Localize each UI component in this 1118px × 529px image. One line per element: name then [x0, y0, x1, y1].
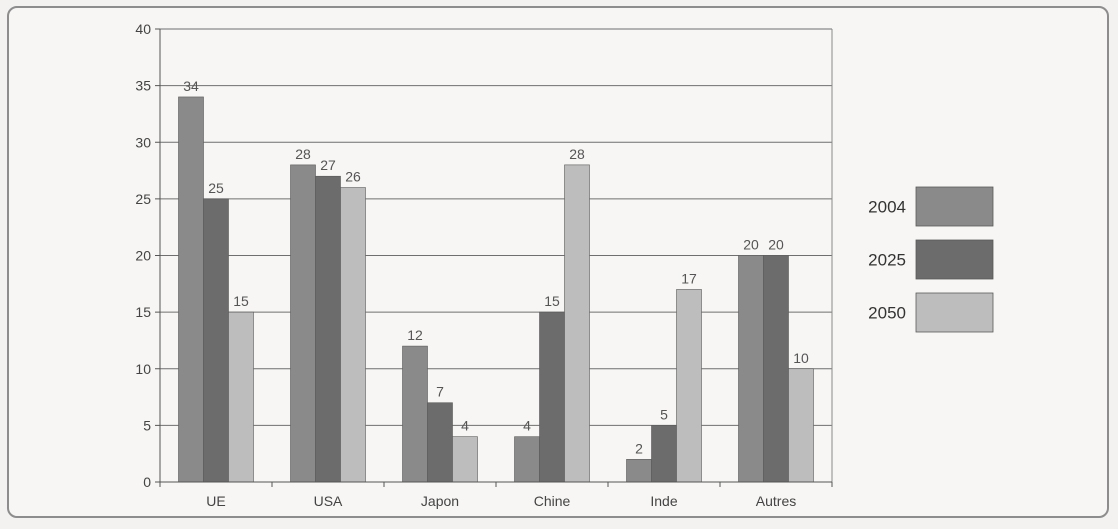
bar-japon-2050 — [453, 437, 478, 482]
x-tick-label: Japon — [421, 493, 459, 509]
legend-swatch-2025 — [916, 240, 993, 279]
y-tick-label: 20 — [135, 248, 151, 264]
x-tick-label: Inde — [650, 493, 677, 509]
data-label: 28 — [295, 146, 311, 162]
bar-ue-2004 — [179, 97, 204, 482]
y-tick-label: 10 — [135, 361, 151, 377]
data-label: 25 — [208, 180, 224, 196]
bar-ue-2050 — [229, 312, 254, 482]
x-tick-label: Autres — [756, 493, 796, 509]
y-tick-label: 15 — [135, 304, 151, 320]
data-label: 15 — [544, 293, 560, 309]
bar-chine-2004 — [515, 437, 540, 482]
bar-ue-2025 — [204, 199, 229, 482]
y-tick-label: 40 — [135, 21, 151, 37]
bar-japon-2025 — [428, 403, 453, 482]
x-axis: UE USA Japon Chine Inde Autres — [160, 482, 832, 509]
bars — [179, 97, 814, 482]
data-label: 26 — [345, 169, 361, 185]
legend-label-2004: 2004 — [868, 198, 906, 217]
y-tick-label: 30 — [135, 134, 151, 150]
data-label: 20 — [768, 237, 784, 253]
legend-swatch-2004 — [916, 187, 993, 226]
legend-label-2050: 2050 — [868, 304, 906, 323]
bar-chine-2025 — [540, 312, 565, 482]
bar-usa-2004 — [291, 165, 316, 482]
x-tick-label: UE — [206, 493, 225, 509]
legend-label-2025: 2025 — [868, 251, 906, 270]
bar-chine-2050 — [565, 165, 590, 482]
bar-japon-2004 — [403, 346, 428, 482]
x-tick-label: Chine — [534, 493, 571, 509]
gridlines — [160, 29, 832, 482]
bar-usa-2025 — [316, 176, 341, 482]
data-label: 20 — [743, 237, 759, 253]
bar-inde-2050 — [677, 289, 702, 482]
y-tick-label: 0 — [143, 474, 151, 490]
data-label: 27 — [320, 157, 336, 173]
data-label: 28 — [569, 146, 585, 162]
bar-autres-2004 — [739, 256, 764, 483]
bar-usa-2050 — [341, 188, 366, 482]
data-label: 7 — [436, 384, 444, 400]
data-label: 5 — [660, 406, 668, 422]
bar-autres-2025 — [764, 256, 789, 483]
data-label: 34 — [183, 78, 199, 94]
bar-inde-2004 — [627, 459, 652, 482]
data-label: 4 — [461, 418, 469, 434]
data-label: 15 — [233, 293, 249, 309]
bar-inde-2025 — [652, 425, 677, 482]
bar-autres-2050 — [789, 369, 814, 482]
y-tick-label: 5 — [143, 417, 151, 433]
x-tick-label: USA — [314, 493, 343, 509]
y-tick-label: 35 — [135, 78, 151, 94]
data-label: 2 — [635, 440, 643, 456]
y-axis: 0 5 10 15 20 25 30 35 40 — [135, 21, 160, 490]
y-tick-label: 25 — [135, 191, 151, 207]
data-label: 4 — [523, 418, 531, 434]
data-label: 17 — [681, 270, 697, 286]
data-label: 10 — [793, 350, 809, 366]
legend: 2004 2025 2050 — [868, 187, 993, 332]
data-label: 12 — [407, 327, 423, 343]
legend-swatch-2050 — [916, 293, 993, 332]
